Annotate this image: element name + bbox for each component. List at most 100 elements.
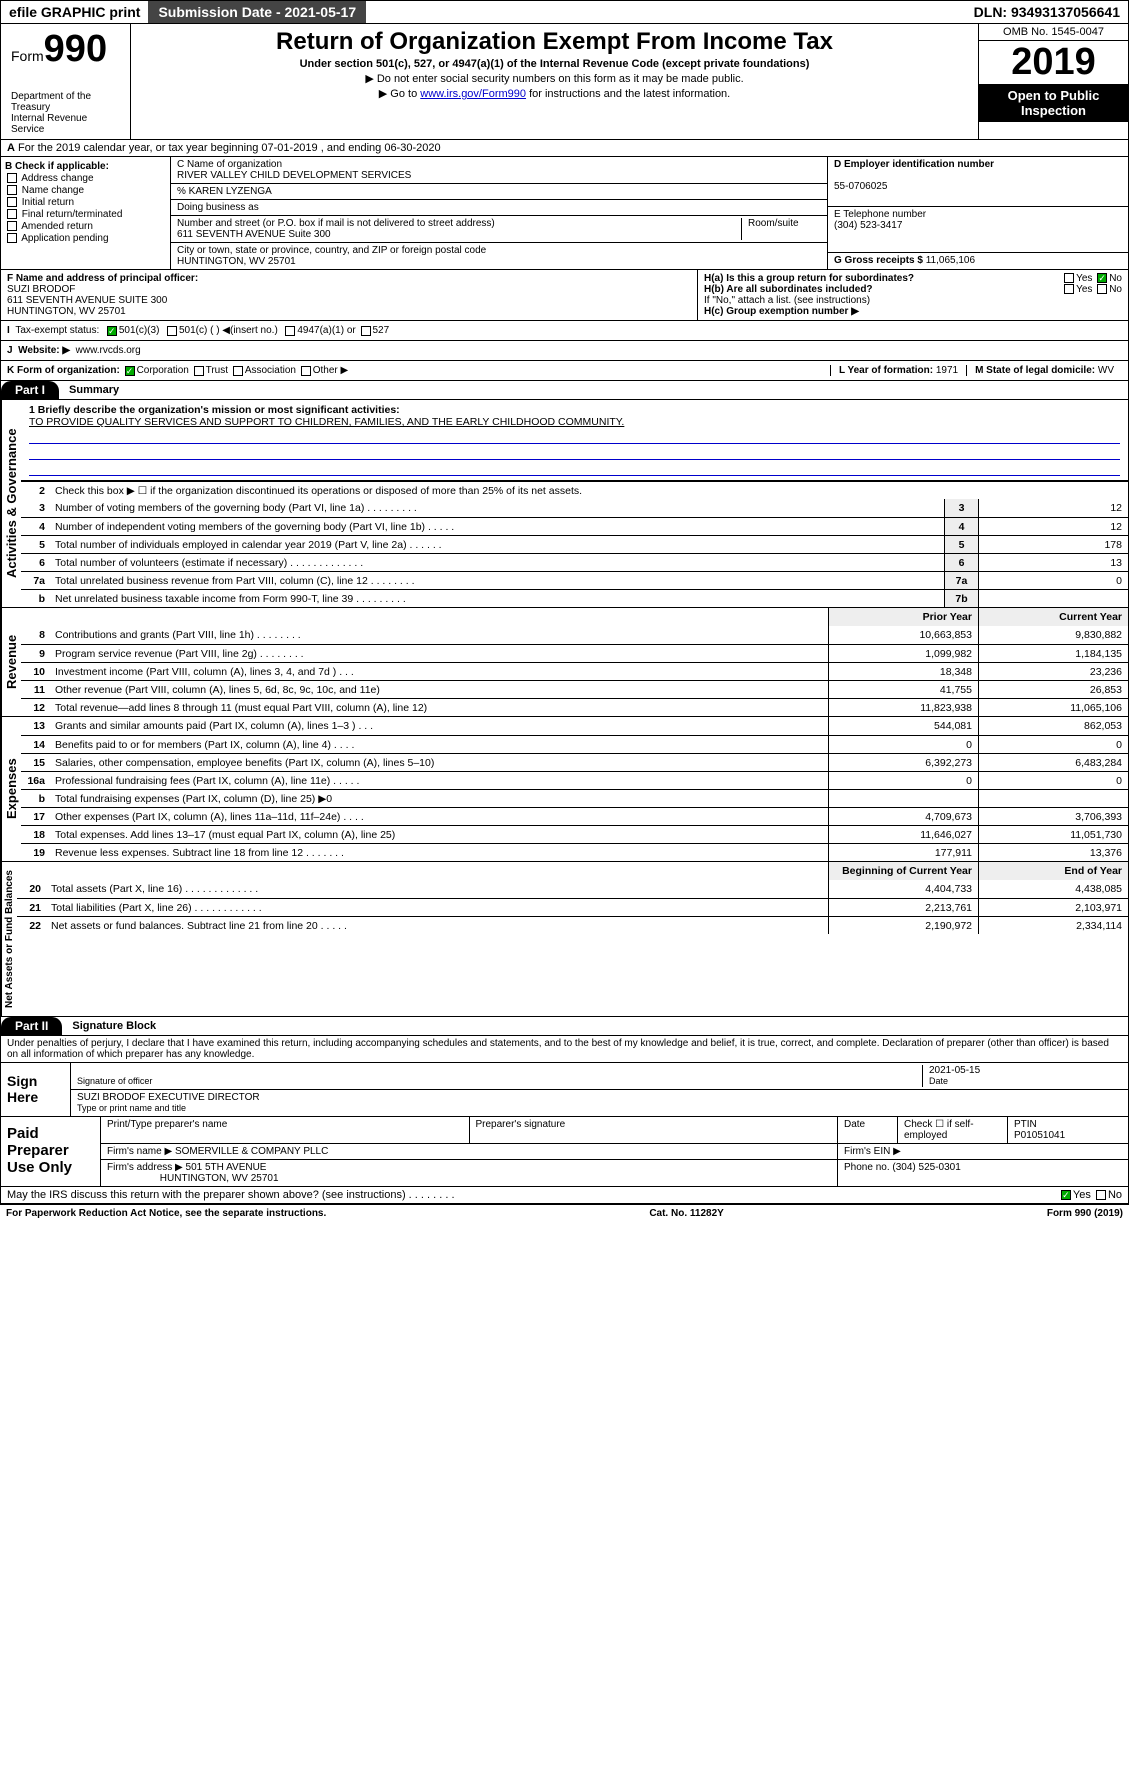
fin-row: 13Grants and similar amounts paid (Part … [21, 717, 1128, 735]
row-i: I Tax-exempt status: ✓ 501(c)(3) 501(c) … [0, 321, 1129, 341]
ck-initial[interactable]: Initial return [5, 197, 166, 208]
row-klm: K Form of organization: ✓ Corporation Tr… [0, 361, 1129, 381]
part2-title: Signature Block [62, 1020, 156, 1032]
firm-ein: Firm's EIN ▶ [838, 1144, 1128, 1159]
addr-label: Number and street (or P.O. box if mail i… [177, 218, 495, 229]
c-name-label: C Name of organization [177, 159, 282, 170]
summary-row: bNet unrelated business taxable income f… [21, 589, 1128, 607]
section-fh: F Name and address of principal officer:… [0, 270, 1129, 321]
preparer-block: Paid Preparer Use Only Print/Type prepar… [0, 1117, 1129, 1187]
form-header: Form990 Department of the Treasury Inter… [0, 24, 1129, 140]
perjury: Under penalties of perjury, I declare th… [0, 1036, 1129, 1063]
b-header: B Check if applicable: [5, 161, 109, 172]
k-label: K Form of organization: [7, 365, 120, 376]
fin-row: 14Benefits paid to or for members (Part … [21, 735, 1128, 753]
row-a: A For the 2019 calendar year, or tax yea… [0, 140, 1129, 157]
part1-title: Summary [59, 384, 119, 396]
part1-tab: Part I [1, 381, 59, 399]
footer-right: Form 990 (2019) [1047, 1208, 1123, 1219]
year-box: OMB No. 1545-0047 2019 Open to Public In… [978, 24, 1128, 139]
501c3-checked[interactable]: ✓ [107, 326, 117, 336]
firm-phone: Phone no. (304) 525-0301 [838, 1160, 1128, 1186]
mission-block: 1 Briefly describe the organization's mi… [21, 400, 1128, 481]
fin-row: 17Other expenses (Part IX, column (A), l… [21, 807, 1128, 825]
year-formed: 1971 [936, 365, 958, 376]
h-b: H(b) Are all subordinates included? [704, 284, 873, 295]
h-a: H(a) Is this a group return for subordin… [704, 273, 914, 284]
sig-date-val: 2021-05-15 [929, 1065, 980, 1076]
fin-row: 16aProfessional fundraising fees (Part I… [21, 771, 1128, 789]
summary-row: 7aTotal unrelated business revenue from … [21, 571, 1128, 589]
phone-value: (304) 523-3417 [834, 220, 902, 231]
ck-address[interactable]: Address change [5, 173, 166, 184]
submission-date: Submission Date - 2021-05-17 [148, 1, 366, 23]
summary-row: 6Total number of volunteers (estimate if… [21, 553, 1128, 571]
footer-left: For Paperwork Reduction Act Notice, see … [6, 1208, 326, 1219]
col-d: D Employer identification number55-07060… [828, 157, 1128, 269]
corp-checked[interactable]: ✓ [125, 366, 135, 376]
rev-section: Revenue Prior YearCurrent Year 8Contribu… [0, 608, 1129, 717]
prep-h2: Preparer's signature [470, 1117, 839, 1143]
website-label: Website: ▶ [18, 345, 70, 356]
sig-officer-label: Signature of officer [77, 1076, 152, 1086]
website-value[interactable]: www.rvcds.org [76, 345, 141, 356]
officer-name: SUZI BRODOF [7, 284, 75, 295]
ck-final[interactable]: Final return/terminated [5, 209, 166, 220]
fin-row: 20Total assets (Part X, line 16) . . . .… [17, 880, 1128, 898]
part2-header: Part II Signature Block [0, 1017, 1129, 1036]
discuss-yes[interactable]: ✓ [1061, 1190, 1071, 1200]
fin-row: 11Other revenue (Part VIII, column (A), … [21, 680, 1128, 698]
fin-row: 8Contributions and grants (Part VIII, li… [21, 626, 1128, 644]
side-net: Net Assets or Fund Balances [1, 862, 17, 1016]
officer-label: F Name and address of principal officer: [7, 273, 198, 284]
m-label: M State of legal domicile: [975, 365, 1095, 376]
h-note: If "No," attach a list. (see instruction… [704, 295, 1122, 306]
irs-link[interactable]: www.irs.gov/Form990 [420, 88, 526, 100]
l2: Check this box ▶ ☐ if the organization d… [51, 483, 1128, 499]
officer-addr2: HUNTINGTON, WV 25701 [7, 306, 126, 317]
city-label: City or town, state or province, country… [177, 245, 486, 256]
ck-name[interactable]: Name change [5, 185, 166, 196]
col-c: C Name of organizationRIVER VALLEY CHILD… [171, 157, 828, 269]
gross-value: 11,065,106 [926, 255, 975, 266]
col-b: B Check if applicable: Address change Na… [1, 157, 171, 269]
dba-label: Doing business as [177, 202, 259, 213]
l1-label: 1 Briefly describe the organization's mi… [29, 404, 400, 416]
beg-hdr: Beginning of Current Year [828, 862, 978, 880]
firm-name: Firm's name ▶ SOMERVILLE & COMPANY PLLC [101, 1144, 838, 1159]
fin-row: 15Salaries, other compensation, employee… [21, 753, 1128, 771]
net-section: Net Assets or Fund Balances Beginning of… [0, 862, 1129, 1017]
care-of: % KAREN LYZENGA [177, 186, 272, 197]
ck-amended[interactable]: Amended return [5, 221, 166, 232]
part2-tab: Part II [1, 1017, 62, 1035]
firm-addr: Firm's address ▶ 501 5TH AVENUE HUNTINGT… [101, 1160, 838, 1186]
end-hdr: End of Year [978, 862, 1128, 880]
ptin: P01051041 [1014, 1130, 1065, 1141]
hno-checked[interactable]: ✓ [1097, 273, 1107, 283]
subtitle-2: ▶ Do not enter social security numbers o… [135, 72, 974, 85]
curr-hdr: Current Year [978, 608, 1128, 626]
prep-h5: PTINP01051041 [1008, 1117, 1128, 1143]
tax-status-label: Tax-exempt status: [15, 325, 99, 336]
sign-block: Sign Here Signature of officer2021-05-15… [0, 1063, 1129, 1117]
section-bcdeg: B Check if applicable: Address change Na… [0, 157, 1129, 270]
form-number: 990 [44, 28, 107, 70]
fin-row: 10Investment income (Part VIII, column (… [21, 662, 1128, 680]
domicile: WV [1098, 365, 1114, 376]
room-label: Room/suite [741, 218, 821, 240]
form-prefix: Form [11, 48, 44, 64]
tax-year: 2019 [979, 41, 1128, 84]
officer-addr1: 611 SEVENTH AVENUE SUITE 300 [7, 295, 167, 306]
street-addr: 611 SEVENTH AVENUE Suite 300 [177, 229, 331, 240]
side-rev: Revenue [1, 608, 21, 716]
form-title: Return of Organization Exempt From Incom… [135, 28, 974, 56]
gross-label: G Gross receipts $ [834, 255, 923, 266]
fin-row: bTotal fundraising expenses (Part IX, co… [21, 789, 1128, 807]
sig-date-label: Date [929, 1076, 948, 1086]
open-public: Open to Public Inspection [979, 84, 1128, 122]
org-name: RIVER VALLEY CHILD DEVELOPMENT SERVICES [177, 170, 411, 181]
ck-pending[interactable]: Application pending [5, 233, 166, 244]
prior-hdr: Prior Year [828, 608, 978, 626]
efile-label[interactable]: efile GRAPHIC print [1, 1, 148, 23]
col-h: H(a) Is this a group return for subordin… [698, 270, 1128, 320]
